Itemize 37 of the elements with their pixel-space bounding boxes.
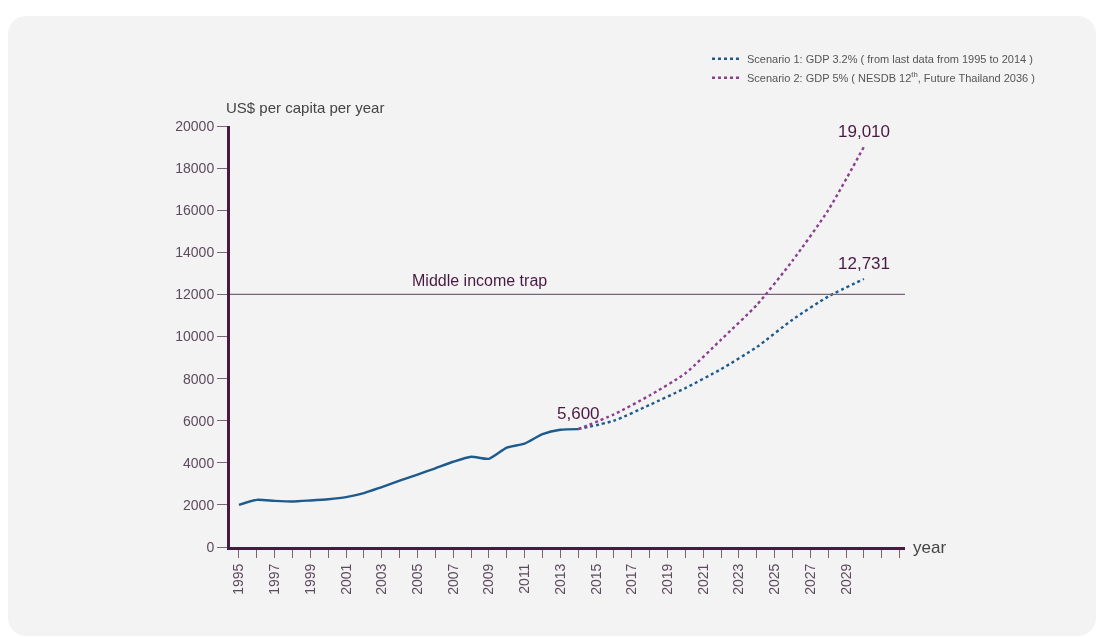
x-tick-label: 2001 (337, 563, 354, 595)
y-tick-label: 0 (206, 538, 215, 555)
x-tick-label: 2015 (587, 563, 604, 595)
legend-label: Scenario 1: GDP 3.2% ( from last data from 1995 to 2014 ) (747, 53, 1033, 66)
x-tick-label: 1999 (301, 563, 318, 595)
y-tick-label: 14000 (175, 244, 215, 261)
x-tick-label: 2009 (480, 563, 497, 595)
x-tick-label: 2017 (623, 563, 640, 595)
x-tick-label: 2019 (659, 563, 676, 595)
y-axis-title: US$ per capita per year (226, 99, 385, 116)
y-tick-label: 2000 (183, 496, 215, 513)
legend-label: Scenario 2: GDP 5% ( NESDB 12$^{th}$, Future Thailand 2036 ) (747, 70, 1035, 85)
y-tick-label: 16000 (175, 202, 215, 219)
x-tick-label: 2003 (373, 563, 390, 595)
y-tick-label: 4000 (183, 454, 215, 471)
x-tick-label: 2029 (837, 563, 854, 595)
x-axis-title: year (913, 538, 947, 557)
y-tick-label: 6000 (183, 412, 215, 429)
x-tick-label: 2025 (766, 563, 783, 595)
x-tick-label: 2021 (694, 563, 711, 595)
y-tick-label: 12000 (175, 286, 215, 303)
y-tick-label: 20000 (175, 117, 215, 134)
ref-line-label: Middle income trap (412, 272, 548, 289)
data-label: 5,600 (557, 404, 600, 423)
x-tick-label: 2013 (551, 563, 568, 595)
data-label: 12,731 (838, 254, 890, 273)
y-tick-label: 10000 (175, 328, 215, 345)
x-tick-label: 2023 (730, 563, 747, 595)
x-tick-label: 2005 (409, 563, 426, 595)
x-tick-label: 1997 (266, 563, 283, 595)
x-tick-label: 1995 (230, 563, 247, 595)
x-tick-label: 2027 (801, 563, 818, 595)
data-label: 19,010 (838, 122, 890, 141)
x-tick-label: 2007 (444, 563, 461, 595)
x-tick-label: 2011 (516, 563, 533, 594)
y-tick-label: 8000 (183, 370, 215, 387)
y-tick-label: 18000 (175, 160, 215, 176)
